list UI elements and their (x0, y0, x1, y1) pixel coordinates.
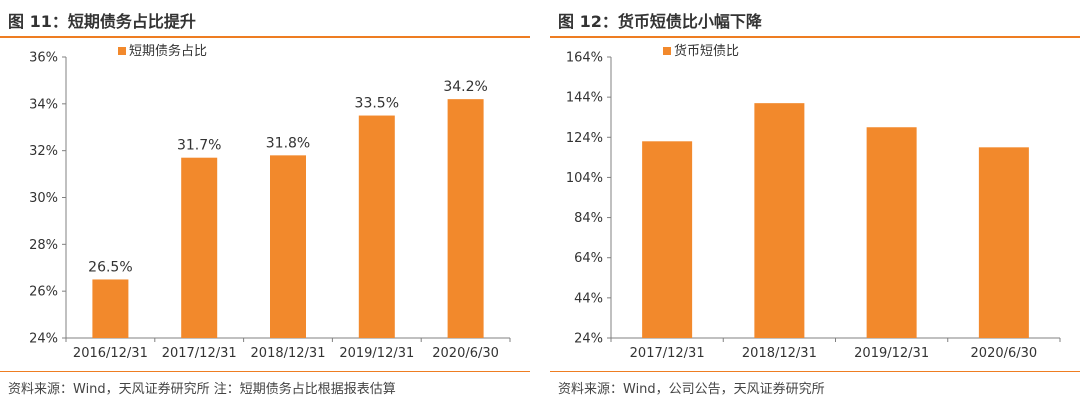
source-note: 资料来源：Wind，公司公告，天风证券研究所 (558, 382, 825, 397)
y-tick-label: 164% (566, 51, 603, 66)
bar (754, 103, 805, 338)
y-tick-label: 34% (29, 97, 58, 112)
source-divider (550, 371, 1080, 372)
x-tick-label: 2018/12/31 (251, 346, 326, 361)
chart-panel-cash-to-short-debt-ratio: 图 12：货币短债比小幅下降 24% 44% 64% 84% 104% 124% 144% 1… (550, 0, 1080, 405)
x-tick-label: 2017/12/31 (162, 346, 237, 361)
y-tick-label: 32% (29, 144, 58, 159)
data-label: 33.5% (355, 96, 399, 112)
y-tick-label: 144% (566, 91, 603, 106)
bar (866, 127, 917, 338)
source-divider (0, 371, 530, 372)
x-tick-label: 2020/6/30 (971, 346, 1038, 361)
x-tick-label: 2019/12/31 (339, 346, 414, 361)
chart-title: 图 11：短期债务占比提升 (8, 12, 196, 31)
y-tick-label: 124% (566, 131, 603, 146)
y-tick-label: 64% (574, 251, 603, 266)
y-tick-label: 28% (29, 238, 58, 253)
x-tick-label: 2017/12/31 (630, 346, 705, 361)
bar-chart-short-term-debt-ratio: 24% 26% 28% 30% 32% 34% 36% 2016/12/31 26.5% 2017… (29, 43, 511, 361)
data-label: 31.7% (177, 138, 221, 154)
x-tick-label: 2018/12/31 (742, 346, 817, 361)
data-label: 31.8% (266, 135, 310, 151)
y-tick-label: 24% (29, 332, 58, 347)
y-tick-label: 44% (574, 291, 603, 306)
x-tick-label: 2020/6/30 (432, 346, 499, 361)
title-divider (0, 36, 530, 38)
x-tick-label: 2019/12/31 (854, 346, 929, 361)
legend-label: 货币短债比 (674, 43, 739, 59)
legend-label: 短期债务占比 (129, 43, 207, 59)
chart-panel-short-term-debt-ratio: 图 11：短期债务占比提升 24% 26% 28% 30% 32% 34% 36% 2016/… (0, 0, 530, 405)
y-tick-label: 26% (29, 285, 58, 300)
data-label: 34.2% (443, 79, 487, 95)
y-tick-label: 84% (574, 211, 603, 226)
bar (181, 157, 218, 338)
bar (270, 155, 306, 338)
legend-swatch (663, 47, 671, 55)
bar-chart-cash-to-short-debt-ratio: 24% 44% 64% 84% 104% 124% 144% 164% 2017/12/31 20… (566, 43, 1061, 361)
bar (642, 141, 693, 338)
bar (92, 279, 129, 338)
chart-title: 图 12：货币短债比小幅下降 (558, 12, 762, 31)
y-tick-label: 104% (566, 171, 603, 186)
y-tick-label: 36% (29, 51, 58, 66)
y-tick-label: 24% (574, 332, 603, 347)
x-tick-label: 2016/12/31 (73, 346, 148, 361)
bar (358, 115, 395, 339)
source-note: 资料来源：Wind，天风证券研究所 注：短期债务占比根据报表估算 (8, 382, 396, 397)
data-label: 26.5% (88, 259, 132, 275)
legend-swatch (118, 47, 126, 55)
bar (447, 99, 484, 339)
bar (978, 147, 1029, 338)
title-divider (550, 36, 1080, 38)
y-tick-label: 30% (29, 191, 58, 206)
